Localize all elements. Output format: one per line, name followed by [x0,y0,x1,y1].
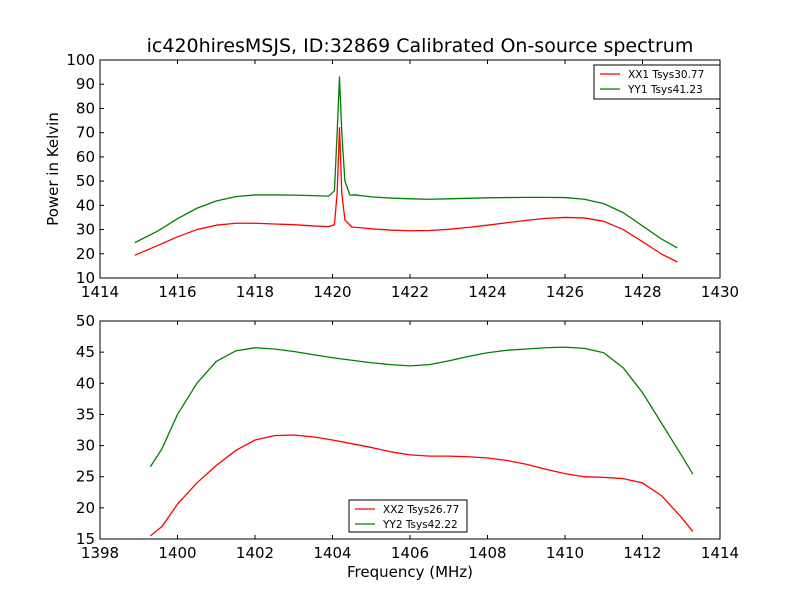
y-axis-label: Power in Kelvin [44,112,62,226]
x-tick-label: 1430 [701,283,739,301]
y-tick-label: 50 [76,312,95,330]
legend: XX1 Tsys30.77 YY1 Tsys41.23 [593,64,721,100]
y-tick-label: 40 [76,374,95,392]
y-tick-label: 30 [76,221,95,239]
x-tick-label: 1412 [623,544,661,562]
x-tick-label: 1424 [468,283,506,301]
legend-entry-label: YY2 Tsys42.22 [382,519,458,531]
y-tick-label: 10 [76,269,95,287]
x-tick-label: 1402 [236,544,274,562]
y-tick-label: 100 [66,51,95,69]
x-tick-label: 1400 [158,544,196,562]
x-tick-label: 1410 [546,544,584,562]
chart-title: ic420hiresMSJS, ID:32869 Calibrated On-s… [147,35,694,57]
legend: XX2 Tsys26.77 YY2 Tsys42.22 [348,499,468,533]
y-tick-label: 45 [76,343,95,361]
y-tick-label: 50 [76,172,95,190]
y-tick-label: 90 [76,75,95,93]
legend-entry-label: YY1 Tsys41.23 [627,84,703,96]
y-tick-label: 35 [76,405,95,423]
plot-panel-2: 1398 1400 1402 1404 1406 1408 1410 1412 1414 15 20… [76,312,739,581]
legend-box [348,499,468,533]
y-tick-label: 70 [76,124,95,142]
y-tick-label: 20 [76,499,95,517]
plot-panel-1: 1414 1416 1418 1420 1422 1424 1426 1428 1430 10 20… [44,35,739,301]
x-tick-label: 1426 [546,283,584,301]
x-tick-label: 1418 [236,283,274,301]
y-tick-label: 40 [76,196,95,214]
x-tick-label: 1408 [468,544,506,562]
x-tick-label: 1414 [81,283,119,301]
x-tick-label: 1398 [81,544,119,562]
x-tick-label: 1406 [391,544,429,562]
y-tick-label: 80 [76,99,95,117]
x-tick-label: 1414 [701,544,739,562]
series-line-2 [149,346,694,475]
legend-entry-label: XX1 Tsys30.77 [628,69,704,81]
legend-box [593,64,721,100]
series-line-1 [134,127,678,263]
x-tick-label: 1416 [158,283,196,301]
series-line-2 [134,76,678,249]
legend-entry-label: XX2 Tsys26.77 [383,504,459,516]
y-tick-label: 30 [76,437,95,455]
x-tick-label: 1422 [391,283,429,301]
y-tick-label: 15 [76,530,95,548]
x-tick-label: 1428 [623,283,661,301]
series-line-1 [149,434,694,537]
y-tick-label: 60 [76,148,95,166]
x-tick-label: 1404 [313,544,351,562]
y-tick-label: 25 [76,468,95,486]
y-tick-label: 20 [76,245,95,263]
x-axis-label: Frequency (MHz) [347,563,473,581]
x-tick-label: 1420 [313,283,351,301]
